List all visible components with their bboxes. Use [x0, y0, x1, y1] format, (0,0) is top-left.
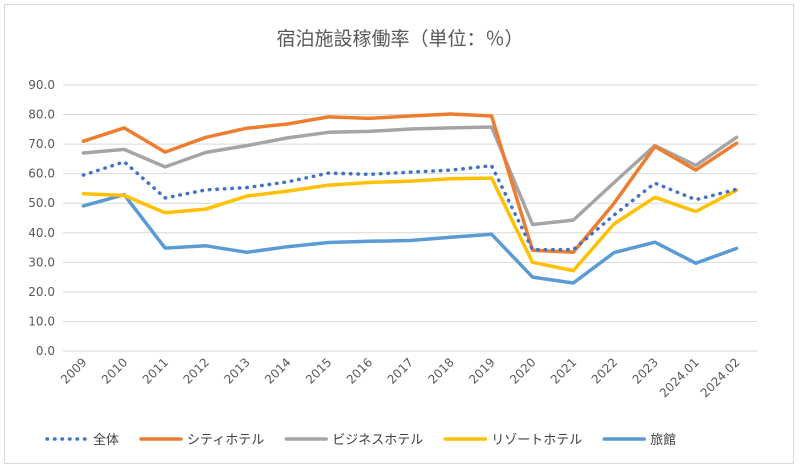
chart-frame: 宿泊施設稼働率（単位：％） 0.0 10.0 20.0 30.0 40.0 50.0 60.… — [4, 4, 794, 464]
y-tick-label: 70.0 — [28, 137, 55, 151]
y-tick-label: 60.0 — [28, 167, 55, 181]
y-tick-label: 50.0 — [28, 196, 55, 210]
y-axis-ticks: 0.0 10.0 20.0 30.0 40.0 50.0 60.0 70.0 80.0 90.0 — [28, 78, 55, 358]
series-layer — [81, 112, 739, 285]
x-tick-label: 2018 — [425, 355, 456, 386]
series-line-2 — [81, 125, 739, 227]
x-tick-label: 2017 — [385, 355, 416, 386]
series-line-3 — [81, 176, 739, 273]
series-line-4 — [81, 192, 739, 285]
y-tick-label: 0.0 — [36, 344, 55, 358]
x-tick-label: 2019 — [466, 355, 497, 386]
x-tick-label: 2016 — [344, 355, 375, 386]
y-tick-label: 80.0 — [28, 108, 55, 122]
x-tick-label: 2015 — [303, 355, 334, 386]
x-tick-label: 2023 — [630, 355, 661, 386]
legend-label: シティホテル — [187, 433, 264, 448]
line-chart: 宿泊施設稼働率（単位：％） 0.0 10.0 20.0 30.0 40.0 50.0 60.… — [28, 28, 757, 448]
x-tick-label: 2024.01 — [657, 355, 702, 400]
y-tick-label: 40.0 — [28, 226, 55, 240]
legend-label: 旅館 — [650, 433, 676, 448]
grid-layer — [63, 84, 757, 352]
x-tick-label: 2010 — [99, 355, 130, 386]
x-tick-label: 2009 — [58, 355, 89, 386]
y-tick-label: 20.0 — [28, 285, 55, 299]
x-tick-label: 2021 — [548, 355, 579, 386]
x-tick-label: 2011 — [140, 355, 171, 386]
legend: 全体 シティホテル ビジネスホテル リゾートホテル 旅館 — [45, 432, 676, 448]
y-tick-label: 10.0 — [28, 314, 55, 328]
legend-label: リゾートホテル — [491, 433, 582, 448]
legend-label: 全体 — [93, 432, 119, 448]
series-line-0 — [81, 160, 739, 252]
x-tick-label: 2013 — [221, 355, 252, 386]
x-tick-label: 2014 — [262, 355, 293, 386]
x-tick-label: 2024.02 — [698, 355, 743, 400]
chart-title: 宿泊施設稼働率（単位：％） — [276, 28, 523, 50]
y-tick-label: 30.0 — [28, 255, 55, 269]
x-axis-ticks: 2009 2010 2011 2012 2013 2014 2015 2016 2017 2018… — [58, 355, 743, 400]
x-tick-label: 2012 — [181, 355, 212, 386]
x-tick-label: 2020 — [507, 355, 538, 386]
y-tick-label: 90.0 — [28, 78, 55, 92]
x-tick-label: 2022 — [589, 355, 620, 386]
legend-label: ビジネスホテル — [332, 433, 423, 448]
series-line-1 — [81, 112, 739, 255]
